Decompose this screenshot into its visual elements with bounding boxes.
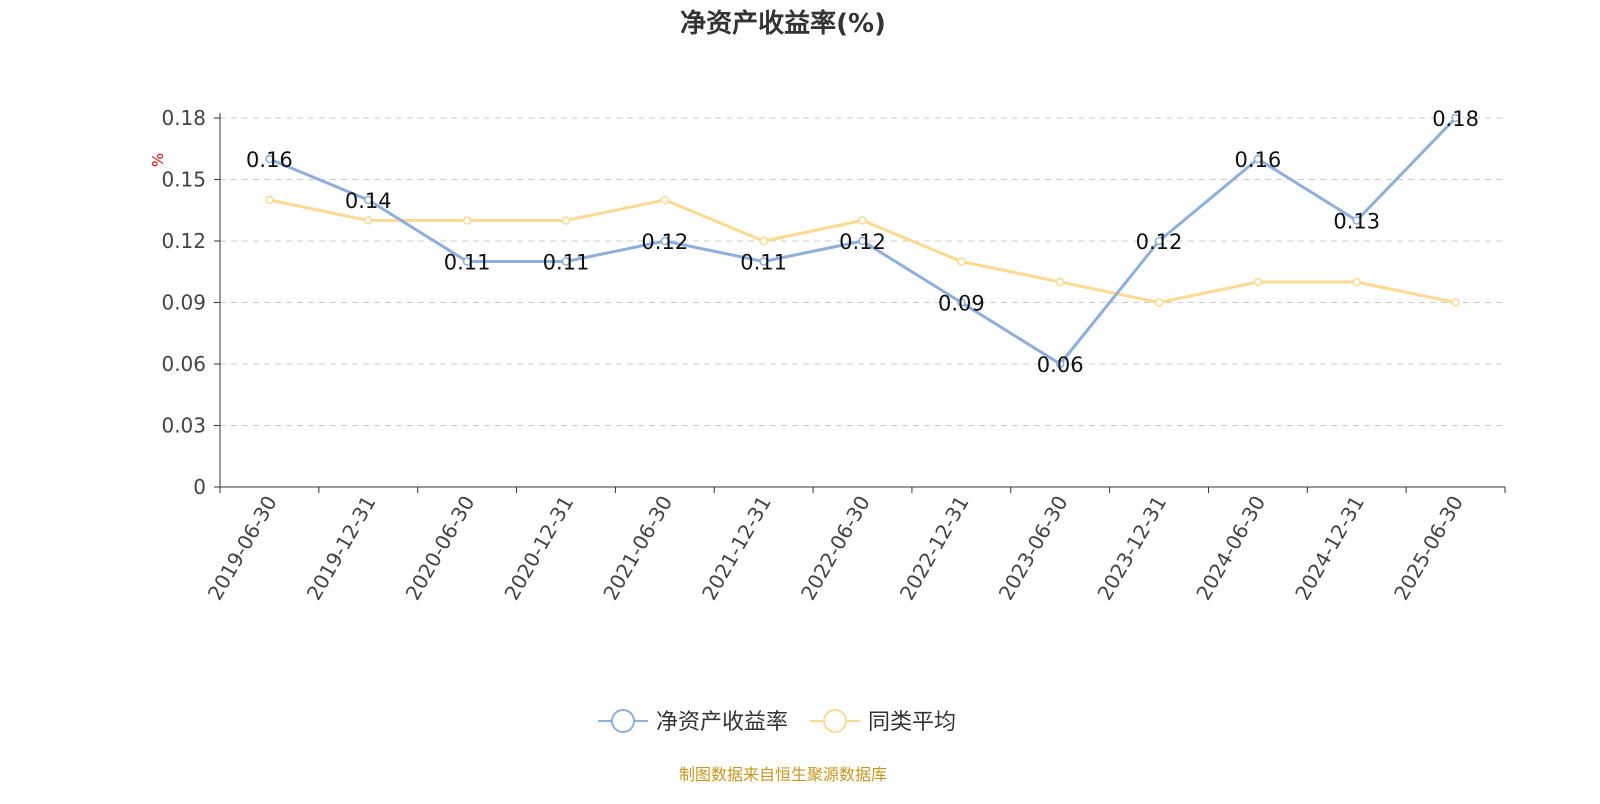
y-tick-label: 0 [193, 475, 206, 499]
data-point [957, 298, 966, 307]
data-point [858, 216, 867, 225]
data-point [858, 236, 867, 246]
data-point [364, 216, 373, 225]
data-label: 0.16 [246, 148, 293, 172]
data-point [265, 154, 274, 164]
data-point [561, 257, 571, 266]
x-tick-label: 2023-12-31 [1092, 492, 1171, 605]
data-point [1055, 359, 1065, 369]
y-tick-label: 0.12 [161, 229, 206, 253]
data-point [660, 195, 670, 205]
series-净资产收益率: 0.16 0.14 0.11 0.11 0.12 0.11 0.12 0.09 0.06 0.12… [246, 107, 1479, 377]
data-label: 0.11 [543, 251, 590, 275]
data-point [660, 236, 670, 246]
data-point [1154, 298, 1164, 307]
legend-marker [611, 709, 635, 733]
x-tick-label: 2023-06-30 [994, 492, 1073, 605]
y-tick-label: 0.06 [161, 352, 206, 376]
data-point [759, 257, 768, 266]
data-label: 0.11 [444, 251, 491, 275]
data-point [1352, 216, 1361, 225]
data-point [1253, 154, 1263, 164]
y-tick-label: 0.15 [161, 168, 206, 192]
y-tick-label: 0.09 [161, 291, 206, 315]
data-label: 0.16 [1235, 148, 1282, 172]
legend-label: 同类平均 [868, 710, 956, 735]
y-axis-unit: % [149, 153, 167, 167]
x-tick-label: 2025-06-30 [1389, 492, 1468, 605]
data-point [1352, 277, 1361, 287]
x-tick-label: 2019-06-30 [203, 492, 282, 605]
data-label: 0.13 [1333, 210, 1380, 234]
legend-label: 净资产收益率 [656, 710, 788, 735]
data-label: 0.12 [839, 230, 886, 254]
data-point [462, 216, 472, 225]
data-point [1055, 277, 1065, 287]
x-tick-label: 2022-12-31 [895, 492, 974, 605]
data-label: 0.14 [345, 189, 392, 213]
data-point [561, 216, 571, 225]
x-tick-label: 2020-12-31 [499, 492, 578, 605]
data-label: 0.18 [1432, 107, 1479, 131]
data-label: 0.12 [1136, 230, 1183, 254]
data-point [759, 236, 768, 246]
data-point [364, 195, 373, 205]
x-tick-label: 2022-06-30 [796, 492, 875, 605]
y-tick-label: 0.18 [161, 106, 206, 130]
data-label: 0.09 [938, 292, 985, 316]
x-tick-label: 2020-06-30 [401, 492, 480, 605]
series-同类平均 [265, 195, 1460, 307]
legend: 净资产收益率 同类平均 [598, 709, 956, 735]
x-tick-label: 2021-12-31 [697, 492, 776, 605]
x-tick-label: 2019-12-31 [302, 492, 381, 605]
legend-marker [823, 709, 848, 733]
x-tick-label: 2021-06-30 [598, 492, 677, 605]
data-point [1253, 277, 1263, 287]
x-tick-label: 2024-12-31 [1290, 492, 1369, 605]
x-tick-label: 2024-06-30 [1191, 492, 1270, 605]
data-point [957, 257, 966, 266]
data-point [462, 257, 472, 266]
y-tick-label: 0.03 [161, 414, 206, 438]
data-source-footer: 制图数据来自恒生聚源数据库 [679, 765, 887, 784]
chart-title: 净资产收益率(%) [680, 8, 886, 39]
data-point [1451, 298, 1460, 307]
data-label: 0.11 [740, 251, 787, 275]
data-point [265, 195, 274, 205]
data-point [1154, 236, 1164, 246]
data-point [1451, 113, 1460, 123]
data-label: 0.12 [641, 230, 688, 254]
data-label: 0.06 [1037, 353, 1084, 377]
